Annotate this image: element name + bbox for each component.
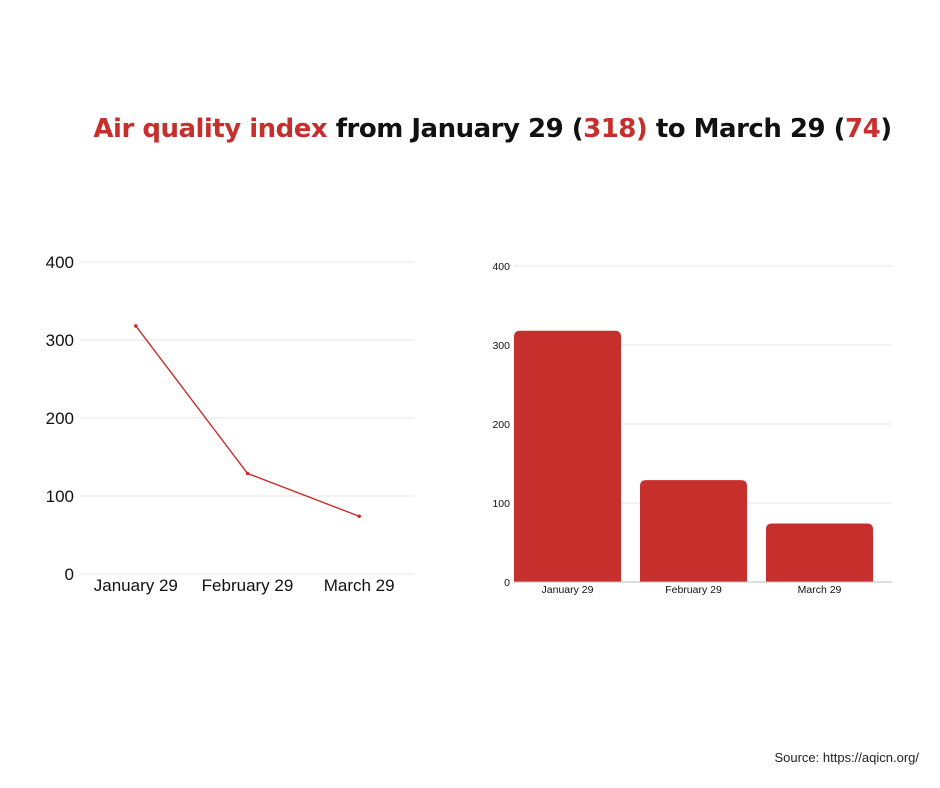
title-start-value: 318): [583, 114, 648, 144]
line-chart-y-tick-label: 100: [46, 487, 74, 506]
bar-chart-x-tick-label: February 29: [665, 584, 722, 596]
bar-chart-bar: [514, 330, 621, 582]
bar-chart-y-tick-label: 200: [492, 419, 510, 431]
bar-chart-x-tick-label: March 29: [798, 584, 842, 596]
title-text: from January 29 (: [327, 114, 584, 144]
line-chart-y-tick-label: 300: [46, 331, 74, 350]
title-end-value: 74: [845, 114, 881, 144]
chart-title: Air quality index from January 29 (318) …: [0, 114, 940, 144]
bar-chart-y-tick-label: 300: [492, 340, 510, 352]
bar-chart-y-tick-label: 100: [492, 498, 510, 510]
bar-chart-y-tick-label: 0: [504, 577, 510, 589]
bar-chart-bar: [640, 480, 747, 582]
line-chart-point: [357, 514, 361, 519]
source-note: Source: https://aqicn.org/: [774, 750, 919, 765]
title-highlight: Air quality index: [93, 114, 328, 144]
bar-chart-x-tick-label: January 29: [542, 584, 594, 596]
bar-chart-bar: [766, 523, 873, 582]
line-chart-point: [245, 471, 250, 476]
bar-chart: 0 100 200 300 400 January 29 February 29 March …: [492, 261, 892, 596]
line-chart: 0 100 200 300 400 January 29 February 29 March …: [46, 253, 415, 595]
title-text-2: to March 29 (: [647, 114, 846, 144]
title-text-3: ): [880, 114, 892, 144]
line-chart-y-tick-label: 0: [65, 565, 74, 584]
line-chart-x-tick-label: February 29: [202, 576, 294, 595]
line-chart-x-tick-label: January 29: [94, 576, 178, 595]
line-chart-point: [134, 324, 138, 328]
bar-chart-y-tick-label: 400: [492, 261, 510, 273]
line-chart-x-tick-label: March 29: [324, 576, 395, 595]
line-chart-series-line: [135, 325, 360, 517]
line-chart-y-tick-label: 400: [46, 253, 74, 272]
line-chart-y-tick-label: 200: [46, 409, 74, 428]
